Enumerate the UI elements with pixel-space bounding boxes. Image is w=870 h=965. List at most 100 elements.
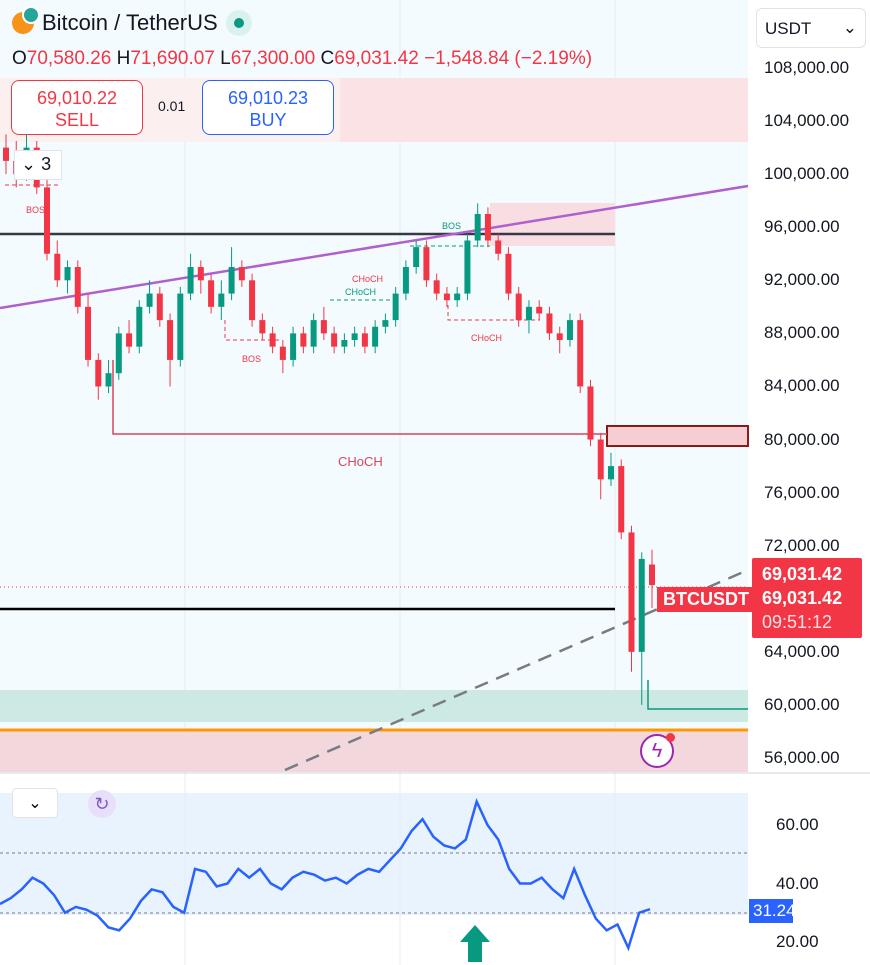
price-tick-label: 88,000.00: [764, 323, 840, 343]
price-tag: 69,031.42 69,031.42 09:51:12: [752, 558, 862, 638]
candle: [310, 320, 317, 347]
candle: [177, 293, 184, 360]
candle: [372, 326, 379, 347]
chevron-down-icon: ⌄: [21, 154, 37, 174]
candle: [525, 306, 532, 321]
price-tick-label: 80,000.00: [764, 429, 840, 449]
price-tick-label: 84,000.00: [764, 376, 840, 396]
candle: [136, 306, 143, 347]
rsi-line: [0, 798, 651, 952]
pane-collapse-button[interactable]: ⌄: [12, 788, 58, 818]
candle: [413, 247, 420, 268]
candle: [228, 267, 235, 294]
candle: [505, 253, 512, 294]
price-tick-label: 64,000.00: [764, 641, 840, 661]
candle: [146, 293, 153, 307]
candle: [320, 320, 327, 334]
bos-label: BOS: [442, 221, 461, 231]
candle: [464, 240, 471, 294]
buy-button[interactable]: 69,010.23 BUY: [202, 80, 334, 135]
rsi-tick-label: 40.00: [776, 873, 819, 893]
candle: [218, 293, 225, 307]
trend-line[interactable]: [0, 184, 749, 310]
symbol-title: Bitcoin / TetherUS: [42, 10, 218, 35]
choch-line: [112, 360, 607, 435]
candle: [546, 313, 553, 334]
supply-zone: [340, 78, 748, 142]
candle: [331, 333, 338, 347]
candle: [382, 320, 389, 327]
candle: [290, 333, 297, 360]
candle: [628, 532, 635, 652]
grid: [184, 0, 616, 965]
candle: [361, 333, 368, 347]
candle: [597, 439, 604, 480]
candle: [495, 240, 502, 254]
choch-label: CHoCH: [338, 454, 383, 469]
candle: [269, 333, 276, 347]
candle: [74, 267, 81, 307]
price-tick-label: 100,000.00: [764, 164, 850, 184]
candle: [85, 306, 92, 360]
rsi-tick-label: 20.00: [776, 932, 819, 951]
spread: 0.01: [158, 98, 186, 114]
price-tick-label: 60,000.00: [764, 694, 840, 714]
chevron-down-icon: ⌄: [28, 795, 42, 812]
candle: [54, 253, 61, 281]
candle: [423, 247, 430, 281]
candle: [167, 320, 174, 360]
low-marker-line: [647, 680, 748, 710]
sell-button[interactable]: 69,010.22 SELL: [11, 80, 143, 135]
bos-label: BOS: [26, 205, 45, 215]
currency-select[interactable]: USDT ⌄: [756, 8, 866, 48]
candle: [187, 267, 194, 294]
symbol-header[interactable]: Bitcoin / TetherUS: [12, 6, 252, 36]
flash-alert-icon[interactable]: ϟ: [640, 733, 675, 768]
candle: [536, 306, 543, 314]
market-open-icon: [225, 10, 252, 36]
candle: [300, 333, 307, 347]
choch-label: CHoCH: [471, 333, 502, 343]
candle: [443, 293, 450, 301]
indicators-toggle[interactable]: ⌄ 3: [14, 150, 62, 180]
ohlc-legend: O70,580.26 H71,690.07 L67,300.00 C69,031…: [12, 48, 593, 69]
candle: [115, 333, 122, 374]
candle: [208, 280, 215, 307]
candle: [433, 280, 440, 294]
bos-label: BOS: [242, 354, 261, 364]
candle: [454, 293, 461, 301]
candle: [249, 280, 256, 321]
chevron-down-icon: ⌄: [842, 18, 857, 37]
bos-line: [224, 320, 280, 341]
candle: [197, 267, 204, 281]
candle: [402, 267, 409, 294]
choch-label: CHoCH: [345, 287, 376, 297]
candle: [474, 213, 481, 241]
candle: [577, 320, 584, 387]
candle: [638, 558, 645, 652]
refresh-icon[interactable]: ↻: [88, 790, 116, 818]
up-arrow-icon: [460, 925, 490, 962]
symbol-label: BTCUSDT: [657, 587, 755, 612]
price-tick-label: 72,000.00: [764, 535, 840, 555]
candle: [587, 386, 594, 440]
candle: [279, 346, 286, 360]
candle: [44, 187, 51, 254]
choch-label: CHoCH: [352, 274, 383, 284]
candle: [3, 147, 9, 161]
order-block: [606, 425, 749, 447]
candle: [649, 564, 655, 586]
candle: [556, 333, 563, 341]
price-tick-label: 104,000.00: [764, 111, 850, 131]
price-tick-label: 76,000.00: [764, 482, 840, 502]
candle: [126, 333, 133, 347]
rsi-tick-label: 60.00: [776, 815, 819, 834]
candle: [105, 373, 112, 387]
candle: [156, 293, 163, 321]
candle: [259, 320, 266, 334]
rsi-value-tag: 31.24: [749, 899, 796, 923]
price-tick-label: 56,000.00: [764, 747, 840, 767]
price-tick-label: 108,000.00: [764, 58, 850, 77]
price-tick-label: 96,000.00: [764, 217, 840, 237]
